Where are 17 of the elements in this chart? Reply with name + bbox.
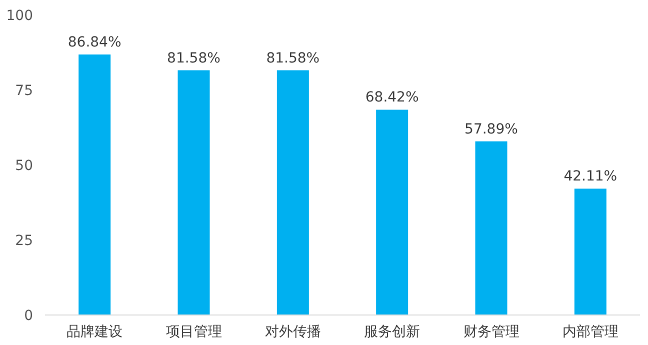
data-label: 42.11%: [564, 168, 618, 185]
data-label: 68.42%: [365, 90, 419, 106]
y-tick: 75: [15, 83, 33, 99]
x-tick: 财务管理: [463, 324, 520, 340]
x-tick: 内部管理: [562, 324, 618, 340]
data-label: 86.84%: [68, 34, 122, 50]
y-tick: 100: [6, 8, 33, 24]
data-label: 57.89%: [464, 121, 518, 138]
x-tick: 对外传播: [264, 324, 321, 340]
y-tick: 25: [15, 233, 33, 249]
data-label: 81.58%: [266, 50, 320, 66]
x-tick: 服务创新: [364, 324, 420, 340]
data-label: 81.58%: [167, 50, 220, 66]
y-tick: 50: [15, 158, 33, 174]
x-tick: 品牌建设: [66, 324, 123, 340]
y-tick: 0: [24, 308, 33, 324]
x-tick: 项目管理: [166, 324, 222, 340]
